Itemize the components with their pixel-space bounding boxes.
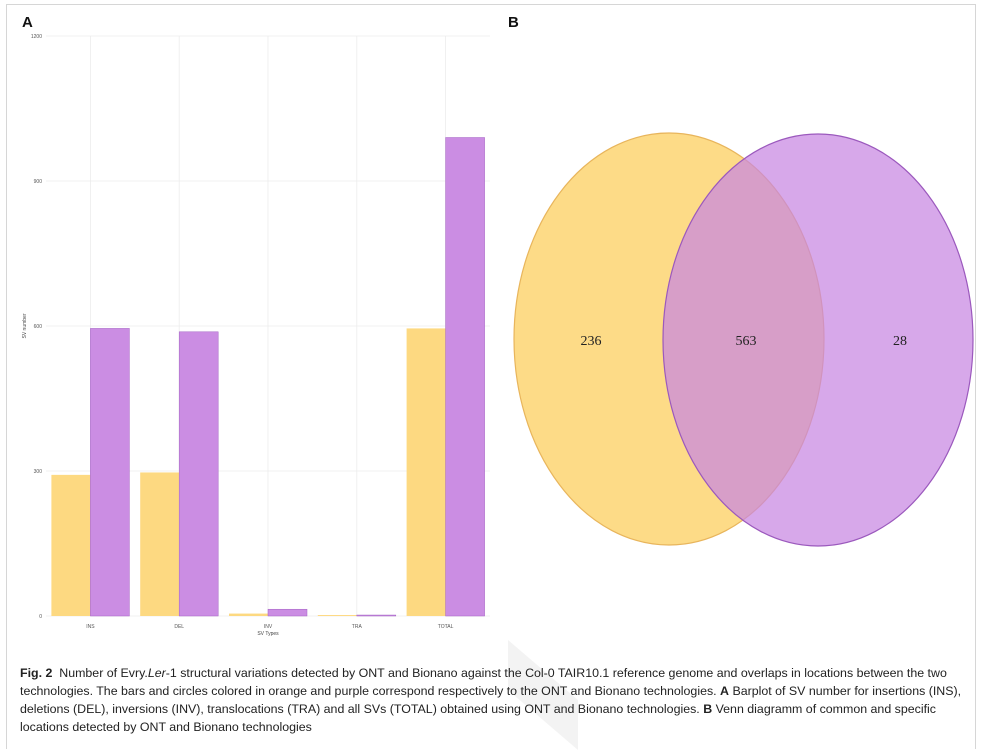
venn-diagram: 236 563 28	[513, 132, 974, 547]
caption-fig-label: Fig. 2	[20, 666, 53, 680]
x-axis-title: SV Types	[257, 631, 279, 637]
caption-intro: Number of Evry.	[59, 666, 148, 680]
caption-text-2: Barplot of SV number for insertions (INS…	[20, 684, 962, 716]
bar-ont-ins	[51, 474, 91, 616]
bar-ont-inv	[229, 613, 268, 616]
x-tick-label: INV	[264, 624, 273, 630]
y-tick-label: 900	[34, 179, 43, 185]
panel-a-label: A	[22, 14, 33, 31]
bar-bionano-total	[445, 137, 485, 617]
caption-ler: Ler	[147, 666, 166, 680]
caption-text-1: -1 structural variations detected by ONT…	[20, 666, 947, 698]
y-tick-label: 0	[39, 614, 42, 620]
figure-caption: Fig. 2 Number of Evry.Ler-1 structural v…	[20, 664, 970, 736]
bar-bionano-inv	[267, 608, 308, 617]
caption-a: A	[720, 684, 729, 698]
bar-ont-total	[406, 328, 446, 616]
x-tick-label: TRA	[352, 624, 363, 630]
figure-frame	[6, 4, 976, 749]
y-axis-title: SV number	[22, 313, 28, 338]
bar-ont-del	[140, 472, 180, 616]
bar-ont-tra	[317, 615, 357, 616]
y-tick-label: 300	[34, 469, 43, 475]
x-tick-label: INS	[86, 624, 95, 630]
caption-b: B	[703, 702, 713, 716]
bar-bionano-tra	[356, 614, 397, 617]
venn-bionano-only-count: 28	[893, 334, 907, 349]
x-tick-label: TOTAL	[438, 624, 454, 630]
caption-text-3: Venn diagramm of common and specific loc…	[20, 702, 936, 734]
bar-bionano-del	[178, 331, 219, 617]
x-tick-label: DEL	[174, 624, 184, 630]
venn-overlap-count: 563	[736, 334, 757, 349]
venn-set-bionano	[662, 133, 974, 547]
venn-ont-only-count: 236	[581, 334, 602, 349]
y-tick-label: 1200	[31, 34, 42, 40]
panel-b-label: B	[508, 14, 519, 31]
bar-bionano-ins	[90, 328, 130, 617]
y-tick-label: 600	[34, 324, 43, 330]
bar-chart: 0 300 600 900 1200 INS DEL INV TRA TOTAL SV Types S…	[22, 34, 490, 637]
